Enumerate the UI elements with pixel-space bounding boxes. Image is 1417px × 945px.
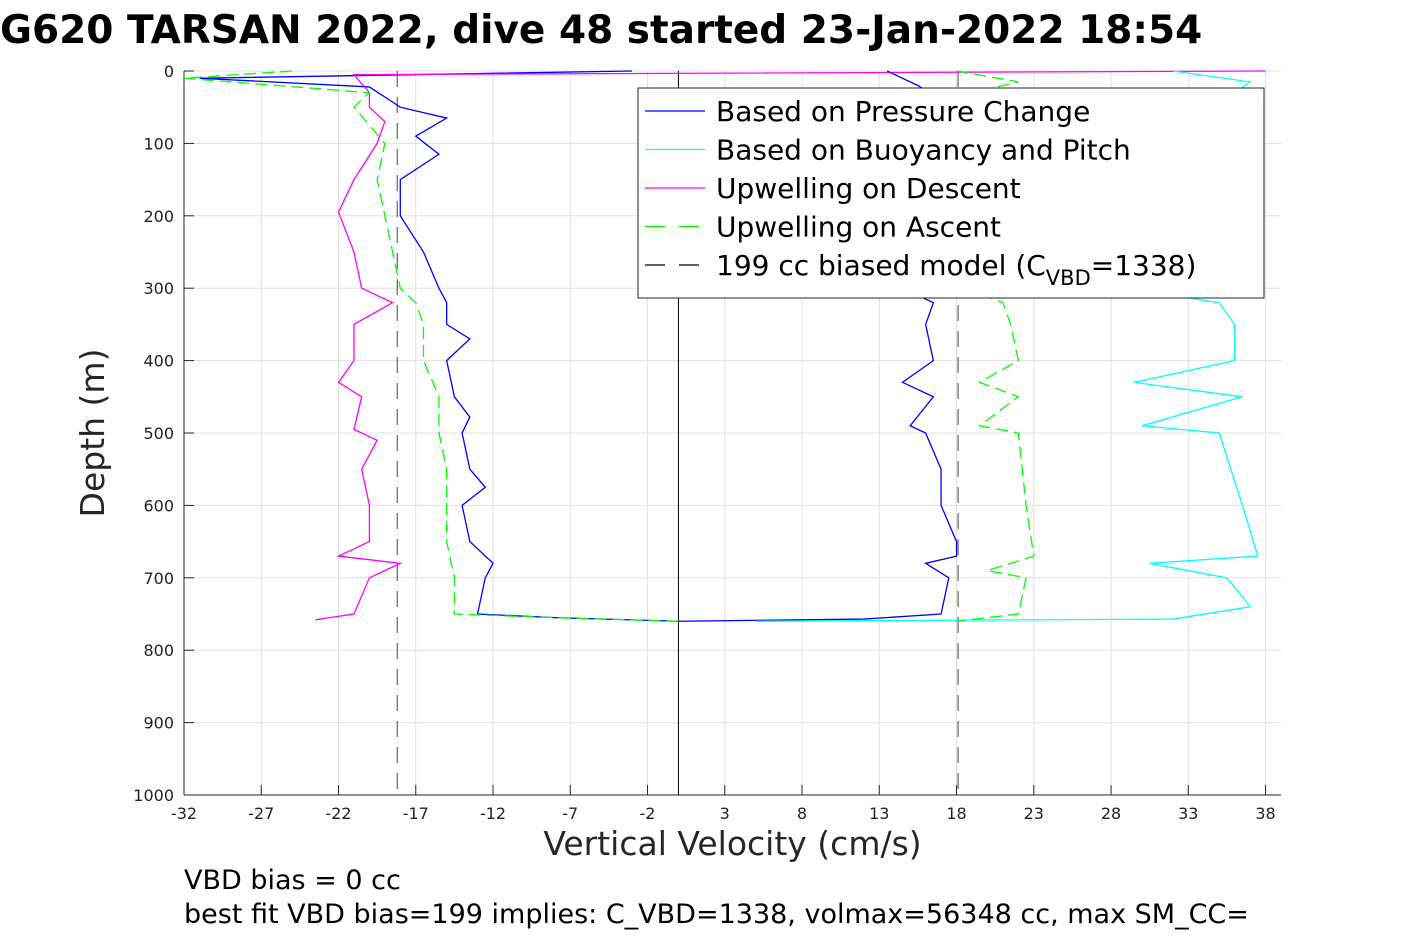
x-tick-label: -2: [640, 804, 656, 823]
y-tick-label: 700: [143, 569, 174, 588]
x-tick-label: 38: [1255, 804, 1275, 823]
y-tick-label: 300: [143, 279, 174, 298]
y-axis-label: Depth (m): [73, 349, 112, 518]
x-tick-label: 8: [797, 804, 807, 823]
series-line: [956, 70, 1019, 90]
series-line: [678, 287, 958, 622]
x-tick-label: -27: [248, 804, 274, 823]
y-tick-label: 500: [143, 424, 174, 443]
x-tick-label: 3: [720, 804, 730, 823]
legend-label: 199 cc biased model (CVBD=1338): [716, 249, 1196, 290]
x-tick-label: -17: [403, 804, 429, 823]
y-tick-label: 200: [143, 207, 174, 226]
y-tick-label: 800: [143, 641, 174, 660]
y-tick-label: 600: [143, 496, 174, 515]
vbd-bias-note: VBD bias = 0 cc: [184, 865, 401, 896]
y-tick-label: 100: [143, 134, 174, 153]
x-tick-label: 13: [869, 804, 889, 823]
series-line: [315, 70, 1266, 621]
series-line: [199, 70, 679, 622]
y-tick-label: 400: [143, 352, 174, 371]
x-tick-label: -32: [171, 804, 197, 823]
x-tick-label: 18: [946, 804, 966, 823]
x-tick-label: -7: [562, 804, 578, 823]
legend-label: Upwelling on Descent: [716, 172, 1021, 205]
x-axis-label: Vertical Velocity (cm/s): [543, 824, 921, 863]
legend-label: Based on Buoyancy and Pitch: [716, 134, 1131, 167]
y-tick-label: 0: [164, 62, 174, 81]
y-tick-label: 900: [143, 714, 174, 733]
chart-title: G620 TARSAN 2022, dive 48 started 23-Jan…: [0, 8, 1203, 53]
x-tick-label: 28: [1101, 804, 1121, 823]
series-line: [183, 70, 679, 622]
x-tick-label: 33: [1178, 804, 1198, 823]
legend-label: Upwelling on Ascent: [716, 211, 1001, 244]
legend-box: [637, 87, 1265, 299]
x-tick-label: 23: [1024, 804, 1044, 823]
series-line: [956, 287, 1035, 622]
legend-label: Based on Pressure Change: [716, 95, 1090, 128]
x-tick-label: -12: [480, 804, 506, 823]
x-tick-label: -22: [325, 804, 351, 823]
series-line: [755, 287, 1259, 622]
y-tick-label: 1000: [133, 786, 174, 805]
best-fit-note: best fit VBD bias=199 implies: C_VBD=133…: [184, 899, 1249, 930]
